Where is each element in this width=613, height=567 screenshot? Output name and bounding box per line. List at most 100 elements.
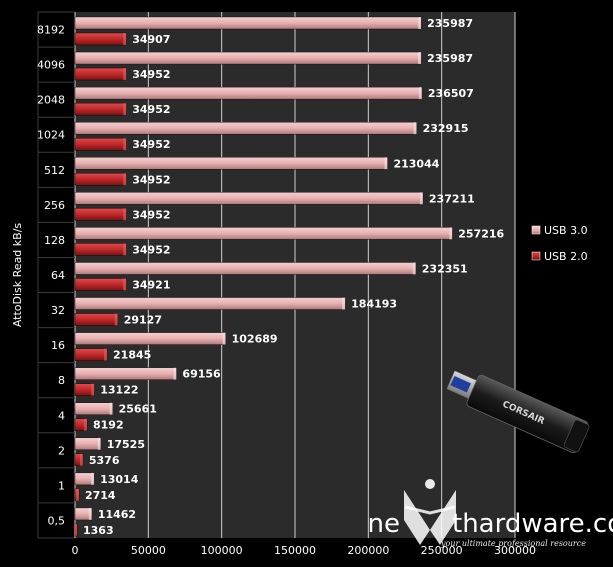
category-label: 256 xyxy=(44,199,65,212)
bar-cap xyxy=(123,243,127,256)
bar-cap xyxy=(123,138,127,151)
category-label: 4 xyxy=(58,409,65,422)
bar-usb2 xyxy=(74,67,127,81)
bar-cap xyxy=(104,348,108,361)
bar-cap xyxy=(123,33,127,45)
category-label: 64 xyxy=(51,269,65,282)
watermark-x-logo xyxy=(404,479,456,545)
category-label: 8192 xyxy=(37,24,65,37)
x-tick-label: 150000 xyxy=(274,544,316,557)
bar-usb2 xyxy=(74,137,127,151)
bar-usb3 xyxy=(74,262,416,275)
category-label: 32 xyxy=(51,304,65,317)
x-tick-label: 0 xyxy=(72,544,79,557)
bar-usb3 xyxy=(74,51,422,65)
category-label: 16 xyxy=(51,339,65,352)
bar-cap xyxy=(75,488,79,501)
bar-cap xyxy=(418,87,422,100)
bar-usb3 xyxy=(74,472,95,486)
bar-cap xyxy=(418,17,422,29)
value-label-usb3: 17525 xyxy=(107,438,145,451)
bar-usb3 xyxy=(74,227,453,240)
usb-drive-image: CORSAIR xyxy=(446,370,590,454)
bar-usb3 xyxy=(74,297,346,310)
watermark-suffix: thardware.com xyxy=(452,509,613,539)
bar-cap xyxy=(97,437,101,450)
watermark-prefix: ne xyxy=(368,509,400,539)
x-tick-label: 200000 xyxy=(347,544,389,557)
value-label-usb3: 13014 xyxy=(100,473,139,486)
value-label-usb2: 34907 xyxy=(132,33,170,46)
bar-usb2 xyxy=(74,348,108,361)
value-label-usb3: 11462 xyxy=(98,508,136,521)
legend-swatch-usb2 xyxy=(531,251,541,261)
value-label-usb2: 29127 xyxy=(124,314,162,327)
gridlines xyxy=(74,12,516,538)
bar-cap xyxy=(342,297,346,310)
bar-usb3 xyxy=(74,86,423,100)
row-dividers xyxy=(38,11,75,504)
bar-usb3 xyxy=(74,332,226,345)
value-label-usb2: 8192 xyxy=(93,419,124,432)
value-label-usb3: 237211 xyxy=(429,192,475,205)
category-labels: 8192 4096 2048 1024 512 256 128 64 32 16 8 4 2 1 0,5 xyxy=(37,24,65,528)
value-label-usb2: 5376 xyxy=(89,454,120,467)
bar-cap xyxy=(91,383,95,396)
bar-cap xyxy=(84,418,88,431)
bar-usb3 xyxy=(74,16,422,30)
value-label-usb2: 21845 xyxy=(113,349,151,362)
bar-usb3 xyxy=(74,437,101,450)
x-tick-label: 50000 xyxy=(131,544,166,557)
bar-cap xyxy=(79,453,83,466)
category-label: 1 xyxy=(58,479,65,492)
bar-cap xyxy=(412,262,416,275)
bar-usb3 xyxy=(74,402,113,415)
value-label-usb2: 13122 xyxy=(100,384,138,397)
value-label-usb3: 232915 xyxy=(423,122,469,135)
value-label-usb3: 235987 xyxy=(427,52,473,65)
bar-cap xyxy=(123,278,127,291)
bar-usb2 xyxy=(74,313,118,326)
bar-usb2 xyxy=(74,102,127,116)
value-label-usb2: 34921 xyxy=(132,278,170,291)
value-label-usb3: 257216 xyxy=(458,227,504,240)
value-label-usb3: 25661 xyxy=(119,403,157,416)
bar-usb2 xyxy=(74,173,127,186)
value-label-usb3: 213044 xyxy=(393,157,439,170)
value-label-usb2: 2714 xyxy=(85,489,116,502)
bar-cap xyxy=(413,122,417,135)
value-label-usb2: 34952 xyxy=(132,138,170,151)
category-label: 4096 xyxy=(37,59,65,72)
category-label: 2 xyxy=(58,444,65,457)
bar-usb2 xyxy=(74,278,127,291)
category-label: 0,5 xyxy=(48,514,66,527)
value-labels: 235987 34907 235987 34952 236507 34952 232915 3… xyxy=(83,17,505,537)
category-label: 1024 xyxy=(37,129,65,142)
bar-usb3 xyxy=(74,192,424,205)
category-label: 2048 xyxy=(37,94,65,107)
usb-cap-end xyxy=(563,419,590,453)
bar-usb3 xyxy=(74,121,417,135)
value-label-usb2: 34952 xyxy=(132,243,170,256)
bar-cap xyxy=(449,227,453,240)
bar-usb2 xyxy=(74,32,127,46)
value-label-usb3: 184193 xyxy=(351,298,397,311)
value-label-usb3: 69156 xyxy=(182,368,221,381)
bar-cap xyxy=(123,103,127,116)
bar-usb2 xyxy=(74,208,127,221)
category-label: 512 xyxy=(44,164,65,177)
bar-usb3 xyxy=(74,157,388,170)
category-label: 8 xyxy=(58,374,65,387)
legend-label-usb2: USB 2.0 xyxy=(544,250,588,263)
bar-cap xyxy=(123,208,127,221)
value-label-usb2: 34952 xyxy=(132,103,170,116)
value-label-usb2: 34952 xyxy=(132,173,170,186)
legend-label-usb3: USB 3.0 xyxy=(544,224,588,237)
bar-cap xyxy=(418,52,422,65)
value-label-usb2: 1363 xyxy=(83,524,114,537)
bar-cap xyxy=(173,367,177,380)
legend-swatch-usb3 xyxy=(531,225,541,235)
bar-cap xyxy=(123,173,127,186)
